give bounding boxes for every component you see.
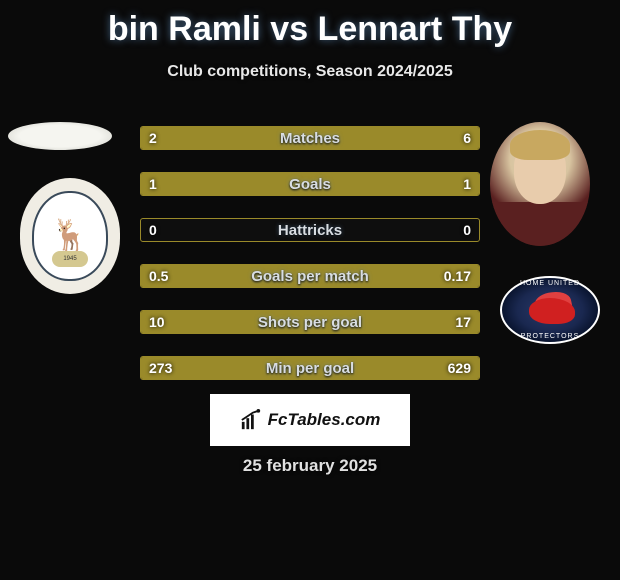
stat-value-left: 0.5 <box>149 268 168 284</box>
stat-value-left: 273 <box>149 360 172 376</box>
stat-label: Goals per match <box>251 268 369 285</box>
club-right-bottom-text: PROTECTORS <box>521 333 580 340</box>
brand-logo-icon <box>240 409 262 431</box>
stat-row: 0.5 Goals per match 0.17 <box>140 264 480 288</box>
deer-icon: 🦌 <box>51 221 88 251</box>
stat-row: 1 Goals 1 <box>140 172 480 196</box>
stat-value-right: 629 <box>448 360 471 376</box>
stat-value-right: 0.17 <box>444 268 471 284</box>
stat-value-right: 6 <box>463 130 471 146</box>
stat-label: Hattricks <box>278 222 342 239</box>
stat-value-right: 0 <box>463 222 471 238</box>
brand-text: FcTables.com <box>268 410 381 430</box>
stat-row: 10 Shots per goal 17 <box>140 310 480 334</box>
club-left-badge: 🦌 1945 <box>20 178 120 294</box>
stat-value-right: 17 <box>455 314 471 330</box>
stat-label: Shots per goal <box>258 314 362 331</box>
player-left-avatar <box>8 122 112 150</box>
stat-label: Min per goal <box>266 360 354 377</box>
stat-row: 2 Matches 6 <box>140 126 480 150</box>
date-text: 25 february 2025 <box>243 456 377 476</box>
stat-label: Goals <box>289 176 331 193</box>
stats-container: 2Matches61Goals10Hattricks00.5Goals per … <box>140 126 480 402</box>
stat-bar-left <box>141 173 310 195</box>
stat-value-right: 1 <box>463 176 471 192</box>
lion-icon <box>525 290 575 330</box>
stat-row: 0 Hattricks 0 <box>140 218 480 242</box>
stat-bar-right <box>226 127 480 149</box>
brand-box: FcTables.com <box>210 394 410 446</box>
stat-row: 273 Min per goal 629 <box>140 356 480 380</box>
page-subtitle: Club competitions, Season 2024/2025 <box>0 63 620 81</box>
stat-value-left: 0 <box>149 222 157 238</box>
player-right-avatar <box>490 122 590 246</box>
founded-ribbon: 1945 <box>52 251 88 267</box>
page-title: bin Ramli vs Lennart Thy <box>0 0 620 49</box>
stat-value-left: 10 <box>149 314 165 330</box>
stat-label: Matches <box>280 130 340 147</box>
club-right-top-text: HOME UNITED <box>520 280 580 287</box>
stat-value-left: 1 <box>149 176 157 192</box>
stat-value-left: 2 <box>149 130 157 146</box>
club-right-badge: HOME UNITED PROTECTORS <box>500 276 600 344</box>
stat-bar-right <box>310 173 479 195</box>
